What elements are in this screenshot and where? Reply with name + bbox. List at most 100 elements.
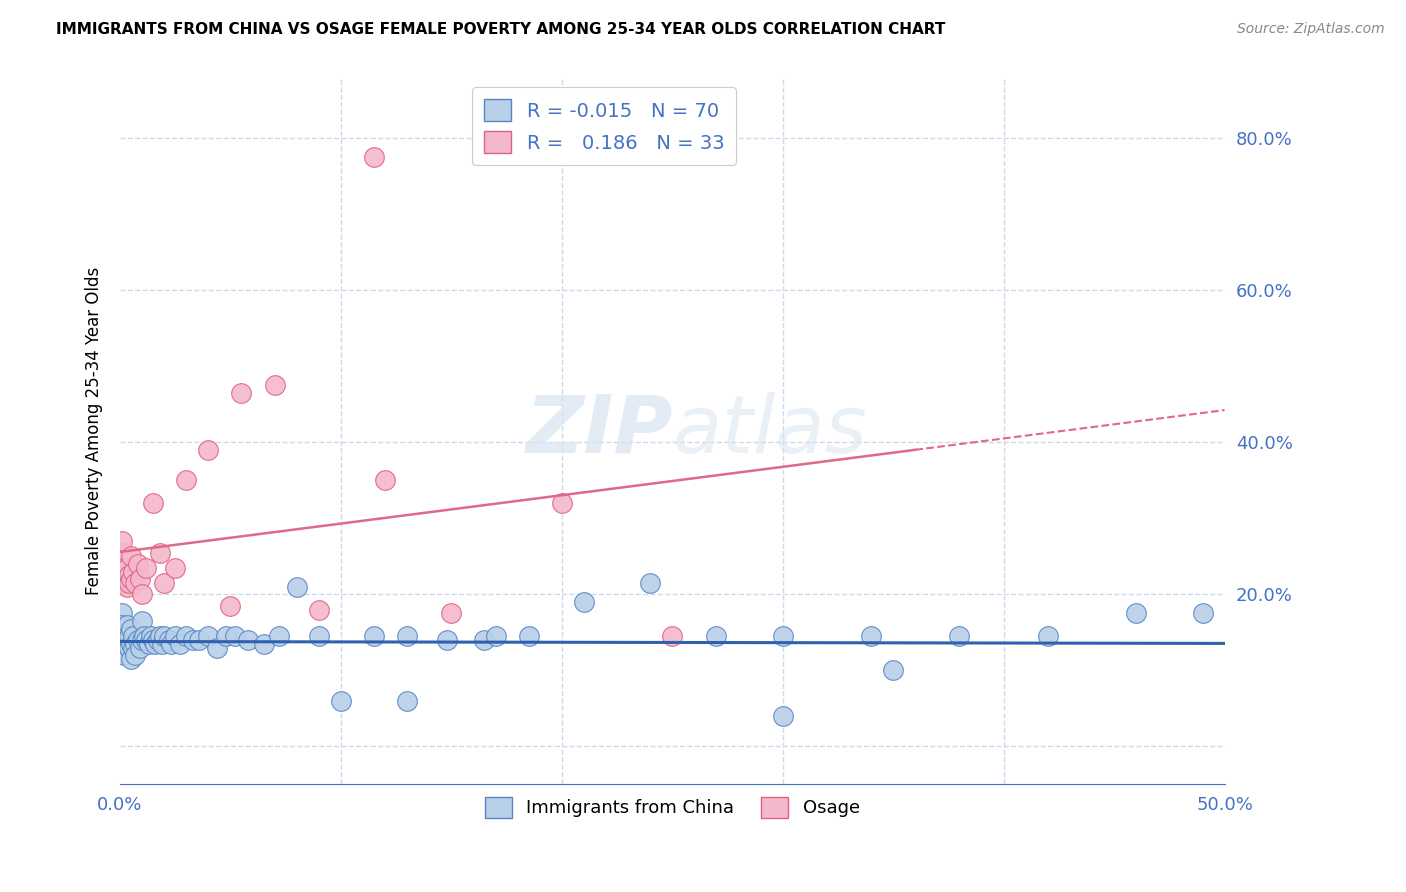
Text: atlas: atlas (672, 392, 868, 470)
Point (224, 629, 246, 643)
Point (111, 534, 134, 549)
Point (142, 632, 165, 647)
Point (112, 572, 135, 586)
Point (118, 629, 141, 643)
Point (572, 595, 595, 609)
Point (142, 496, 165, 510)
Point (112, 637, 135, 651)
Point (120, 652, 142, 666)
Point (149, 629, 172, 643)
Point (146, 632, 169, 647)
Point (638, 576, 661, 591)
Point (396, 694, 419, 708)
Point (174, 474, 197, 488)
Point (127, 632, 149, 647)
Point (120, 549, 142, 564)
Point (143, 637, 166, 651)
Point (1036, 629, 1059, 643)
Point (118, 632, 141, 647)
Point (135, 632, 157, 647)
Point (772, 709, 794, 723)
Point (112, 576, 135, 591)
Text: ZIP: ZIP (524, 392, 672, 470)
Point (131, 587, 153, 601)
Point (135, 561, 157, 575)
Point (1191, 607, 1213, 621)
Point (131, 614, 153, 628)
Point (111, 617, 134, 632)
Point (112, 622, 135, 636)
Point (263, 378, 285, 392)
Point (363, 629, 385, 643)
Legend: Immigrants from China, Osage: Immigrants from China, Osage (478, 789, 868, 825)
Point (308, 602, 330, 616)
Point (661, 629, 683, 643)
Point (219, 599, 242, 613)
Text: IMMIGRANTS FROM CHINA VS OSAGE FEMALE POVERTY AMONG 25-34 YEAR OLDS CORRELATION : IMMIGRANTS FROM CHINA VS OSAGE FEMALE PO… (56, 22, 946, 37)
Point (153, 576, 176, 591)
Point (436, 632, 458, 647)
Point (188, 632, 211, 647)
Point (134, 629, 156, 643)
Point (308, 629, 330, 643)
Point (551, 496, 574, 510)
Point (882, 664, 904, 678)
Point (236, 632, 259, 647)
Point (115, 576, 138, 591)
Point (231, 385, 253, 400)
Point (174, 629, 197, 643)
Point (197, 442, 219, 457)
Point (118, 640, 141, 655)
Point (396, 629, 419, 643)
Point (169, 637, 191, 651)
Point (122, 640, 145, 655)
Point (118, 568, 141, 582)
Point (112, 629, 135, 643)
Point (474, 632, 496, 647)
Point (124, 637, 146, 651)
Point (115, 580, 138, 594)
Point (285, 580, 308, 594)
Point (128, 640, 150, 655)
Text: Source: ZipAtlas.com: Source: ZipAtlas.com (1237, 22, 1385, 37)
Point (252, 637, 274, 651)
Point (165, 629, 187, 643)
Point (112, 561, 135, 575)
Point (150, 637, 173, 651)
Point (115, 617, 138, 632)
Point (115, 629, 138, 643)
Point (124, 648, 146, 663)
Point (181, 632, 204, 647)
Point (115, 561, 138, 575)
Point (948, 629, 970, 643)
Point (197, 629, 219, 643)
Point (149, 545, 172, 559)
Point (139, 629, 162, 643)
Point (120, 637, 142, 651)
Point (157, 632, 180, 647)
Point (118, 576, 141, 591)
Y-axis label: Female Poverty Among 25-34 Year Olds: Female Poverty Among 25-34 Year Olds (86, 267, 103, 595)
Point (138, 637, 160, 651)
Point (1125, 607, 1147, 621)
Point (165, 561, 187, 575)
Point (517, 629, 540, 643)
Point (128, 572, 150, 586)
Point (115, 637, 138, 651)
Point (205, 640, 228, 655)
Point (115, 625, 138, 640)
Point (363, 150, 385, 164)
Point (111, 545, 134, 559)
Point (860, 629, 883, 643)
Point (120, 572, 142, 586)
Point (484, 629, 506, 643)
Point (374, 474, 396, 488)
Point (153, 629, 176, 643)
Point (131, 632, 153, 647)
Point (124, 576, 146, 591)
Point (706, 629, 728, 643)
Point (159, 637, 181, 651)
Point (772, 629, 794, 643)
Point (440, 607, 463, 621)
Point (267, 629, 290, 643)
